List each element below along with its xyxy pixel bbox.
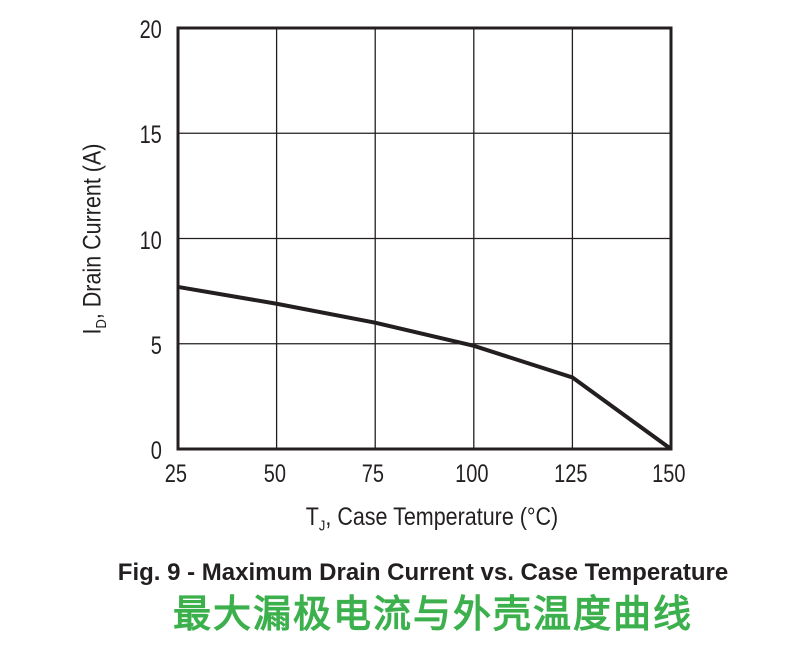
x-tick-label: 25 (164, 460, 188, 488)
y-tick-label: 15 (139, 121, 162, 150)
figure-caption-chinese: 最大漏极电流与外壳温度曲线 (172, 594, 694, 636)
figure-caption: Fig. 9 - Maximum Drain Current vs. Case … (117, 559, 729, 586)
x-tick-label: 50 (263, 460, 286, 488)
y-tick-label: 5 (150, 331, 162, 360)
x-tick-label: 100 (455, 460, 489, 488)
x-axis-label: TJ, Case Temperature (°C) (285, 503, 579, 535)
x-axis-label-subscript: J (318, 517, 326, 535)
y-tick-label: 20 (139, 16, 162, 44)
y-axis-label-text: , Drain Current (A) (78, 143, 107, 320)
plot-area (176, 26, 673, 451)
x-axis-label-text: , Case Temperature (°C) (325, 503, 559, 531)
plot-frame (176, 26, 673, 451)
y-axis-label-subscript: D (92, 319, 110, 329)
y-axis-label-symbol: I (78, 328, 107, 335)
drain-current-curve (177, 284, 673, 451)
x-tick-label: 150 (652, 460, 686, 488)
x-tick-label: 75 (362, 460, 385, 488)
y-tick-label: 0 (150, 437, 162, 465)
y-tick-label: 10 (139, 226, 162, 255)
y-axis-label: ID, Drain Current (A) (78, 128, 110, 350)
x-axis-label-symbol: T (305, 503, 319, 531)
x-tick-label: 125 (553, 460, 588, 488)
